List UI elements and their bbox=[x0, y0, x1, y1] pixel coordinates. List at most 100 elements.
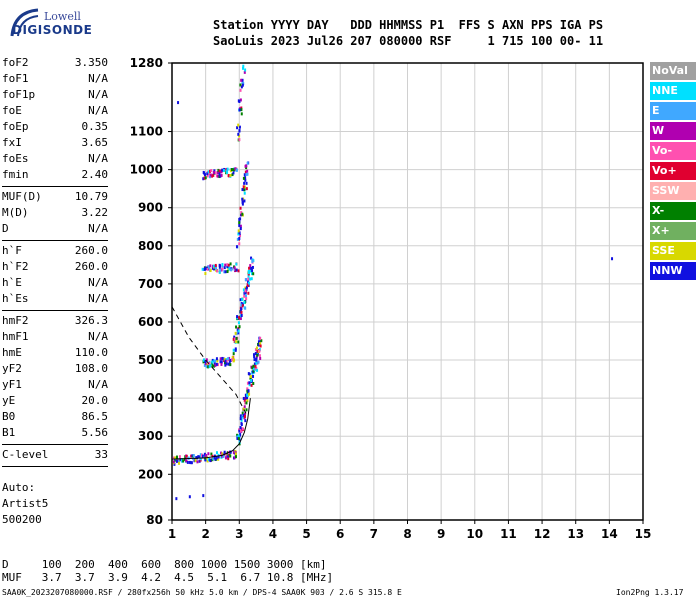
echo-point bbox=[250, 378, 253, 382]
echo-point bbox=[242, 185, 245, 189]
echo-point bbox=[257, 343, 260, 347]
echo-point bbox=[240, 310, 243, 314]
echo-point bbox=[248, 381, 251, 385]
echo-point bbox=[223, 266, 226, 270]
echo-point bbox=[240, 85, 243, 89]
echo-point bbox=[224, 363, 227, 367]
param-value: N/A bbox=[88, 152, 108, 165]
echo-point bbox=[230, 168, 233, 172]
echo-point bbox=[246, 381, 249, 385]
header-line2: SaoLuis 2023 Jul26 207 080000 RSF 1 715 … bbox=[213, 34, 604, 48]
param-value: N/A bbox=[88, 222, 108, 235]
echo-point bbox=[252, 369, 255, 373]
echo-point bbox=[213, 456, 216, 460]
echo-point bbox=[207, 267, 210, 271]
echo-point bbox=[172, 456, 175, 460]
param-separator bbox=[2, 240, 108, 241]
echo-point bbox=[228, 360, 231, 364]
echo-point bbox=[204, 458, 207, 462]
param-value: 86.5 bbox=[81, 410, 109, 423]
scaled-parameters: foF2 3.350 foF1 N/A foF1p N/A foE N/A foEp 0.35 fx… bbox=[2, 56, 108, 470]
x-tick-label: 6 bbox=[336, 527, 344, 541]
echo-point bbox=[238, 325, 241, 329]
param-value: N/A bbox=[88, 378, 108, 391]
muf-row: MUF 3.7 3.7 3.9 4.2 4.5 5.1 6.7 10.8 [MH… bbox=[2, 571, 334, 584]
echo-point bbox=[173, 462, 176, 466]
echo-point bbox=[227, 362, 230, 366]
echo-point bbox=[215, 266, 218, 270]
echo-point bbox=[235, 325, 238, 329]
param-row: h`E N/A bbox=[2, 276, 108, 292]
echo-point bbox=[208, 362, 211, 366]
echo-point bbox=[209, 268, 212, 272]
echo-point bbox=[224, 456, 227, 460]
echo-point bbox=[239, 414, 242, 418]
param-value: N/A bbox=[88, 292, 108, 305]
param-value: N/A bbox=[88, 88, 108, 101]
echo-point bbox=[241, 200, 244, 204]
echo-point bbox=[213, 364, 216, 368]
echo-point bbox=[236, 436, 239, 440]
echo-point bbox=[236, 433, 239, 437]
echo-point bbox=[238, 99, 241, 103]
echo-point bbox=[253, 355, 256, 359]
x-tick-label: 8 bbox=[403, 527, 411, 541]
echo-point bbox=[226, 171, 229, 175]
echo-point bbox=[246, 394, 249, 398]
echo-point bbox=[242, 64, 245, 68]
echo-point bbox=[241, 411, 244, 415]
echo-point bbox=[244, 178, 247, 182]
echo-point bbox=[206, 459, 209, 463]
param-name: foF1p bbox=[2, 88, 36, 101]
echo-point bbox=[246, 172, 249, 176]
param-name: h`F bbox=[2, 244, 22, 257]
param-name: C-level bbox=[2, 448, 49, 461]
echo-point bbox=[220, 361, 223, 365]
legend-entry: X+ bbox=[650, 222, 696, 240]
echo-point bbox=[216, 174, 219, 178]
legend-entry: W bbox=[650, 122, 696, 140]
echo-point bbox=[252, 364, 255, 368]
echo-point bbox=[222, 357, 225, 361]
echo-point bbox=[198, 459, 201, 463]
logo-line2: DIGISONDE bbox=[12, 23, 93, 37]
echo-point bbox=[248, 392, 251, 396]
y-tick-label: 300 bbox=[138, 429, 163, 443]
echo-point bbox=[237, 321, 240, 325]
param-name: h`F2 bbox=[2, 260, 29, 273]
param-name: B1 bbox=[2, 426, 16, 439]
echo-point bbox=[233, 456, 236, 460]
echo-point bbox=[219, 360, 222, 364]
param-row: yF1 N/A bbox=[2, 378, 108, 394]
echo-point bbox=[237, 434, 240, 438]
echo-point bbox=[244, 278, 247, 282]
echo-point bbox=[249, 376, 252, 380]
echo-point bbox=[204, 272, 207, 276]
echo-point bbox=[202, 177, 205, 181]
echo-point bbox=[239, 426, 242, 430]
echo-point bbox=[236, 315, 239, 319]
echo-point bbox=[209, 173, 212, 177]
echo-point bbox=[255, 351, 258, 355]
param-value: 5.56 bbox=[81, 426, 109, 439]
echo-point bbox=[214, 171, 217, 175]
echo-point bbox=[217, 455, 220, 459]
echo-point bbox=[238, 134, 241, 138]
echo-point bbox=[235, 245, 238, 249]
echo-point bbox=[211, 360, 214, 364]
param-value: 3.65 bbox=[81, 136, 109, 149]
echo-point bbox=[249, 277, 252, 281]
echo-point bbox=[240, 427, 243, 431]
echo-point bbox=[241, 197, 244, 201]
x-tick-label: 7 bbox=[370, 527, 378, 541]
param-row: foF1p N/A bbox=[2, 88, 108, 104]
echo-point bbox=[220, 173, 223, 177]
echo-point bbox=[232, 337, 235, 341]
legend-entry: NNW bbox=[650, 262, 696, 280]
echo-point bbox=[232, 171, 235, 175]
echo-point bbox=[216, 269, 219, 273]
echo-point bbox=[255, 357, 258, 361]
echo-point bbox=[221, 454, 224, 458]
echo-point bbox=[215, 362, 218, 366]
echo-point bbox=[250, 383, 253, 387]
